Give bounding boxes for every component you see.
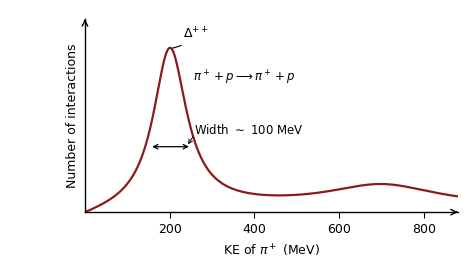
Text: $\Delta^{++}$: $\Delta^{++}$ xyxy=(172,26,210,48)
X-axis label: KE of $\pi^+$ (MeV): KE of $\pi^+$ (MeV) xyxy=(223,243,320,259)
Y-axis label: Number of interactions: Number of interactions xyxy=(67,43,79,188)
Text: $\pi^+ + p \longrightarrow \pi^+ + p$: $\pi^+ + p \longrightarrow \pi^+ + p$ xyxy=(193,69,296,87)
Text: Width $\sim$ 100 MeV: Width $\sim$ 100 MeV xyxy=(194,123,304,137)
